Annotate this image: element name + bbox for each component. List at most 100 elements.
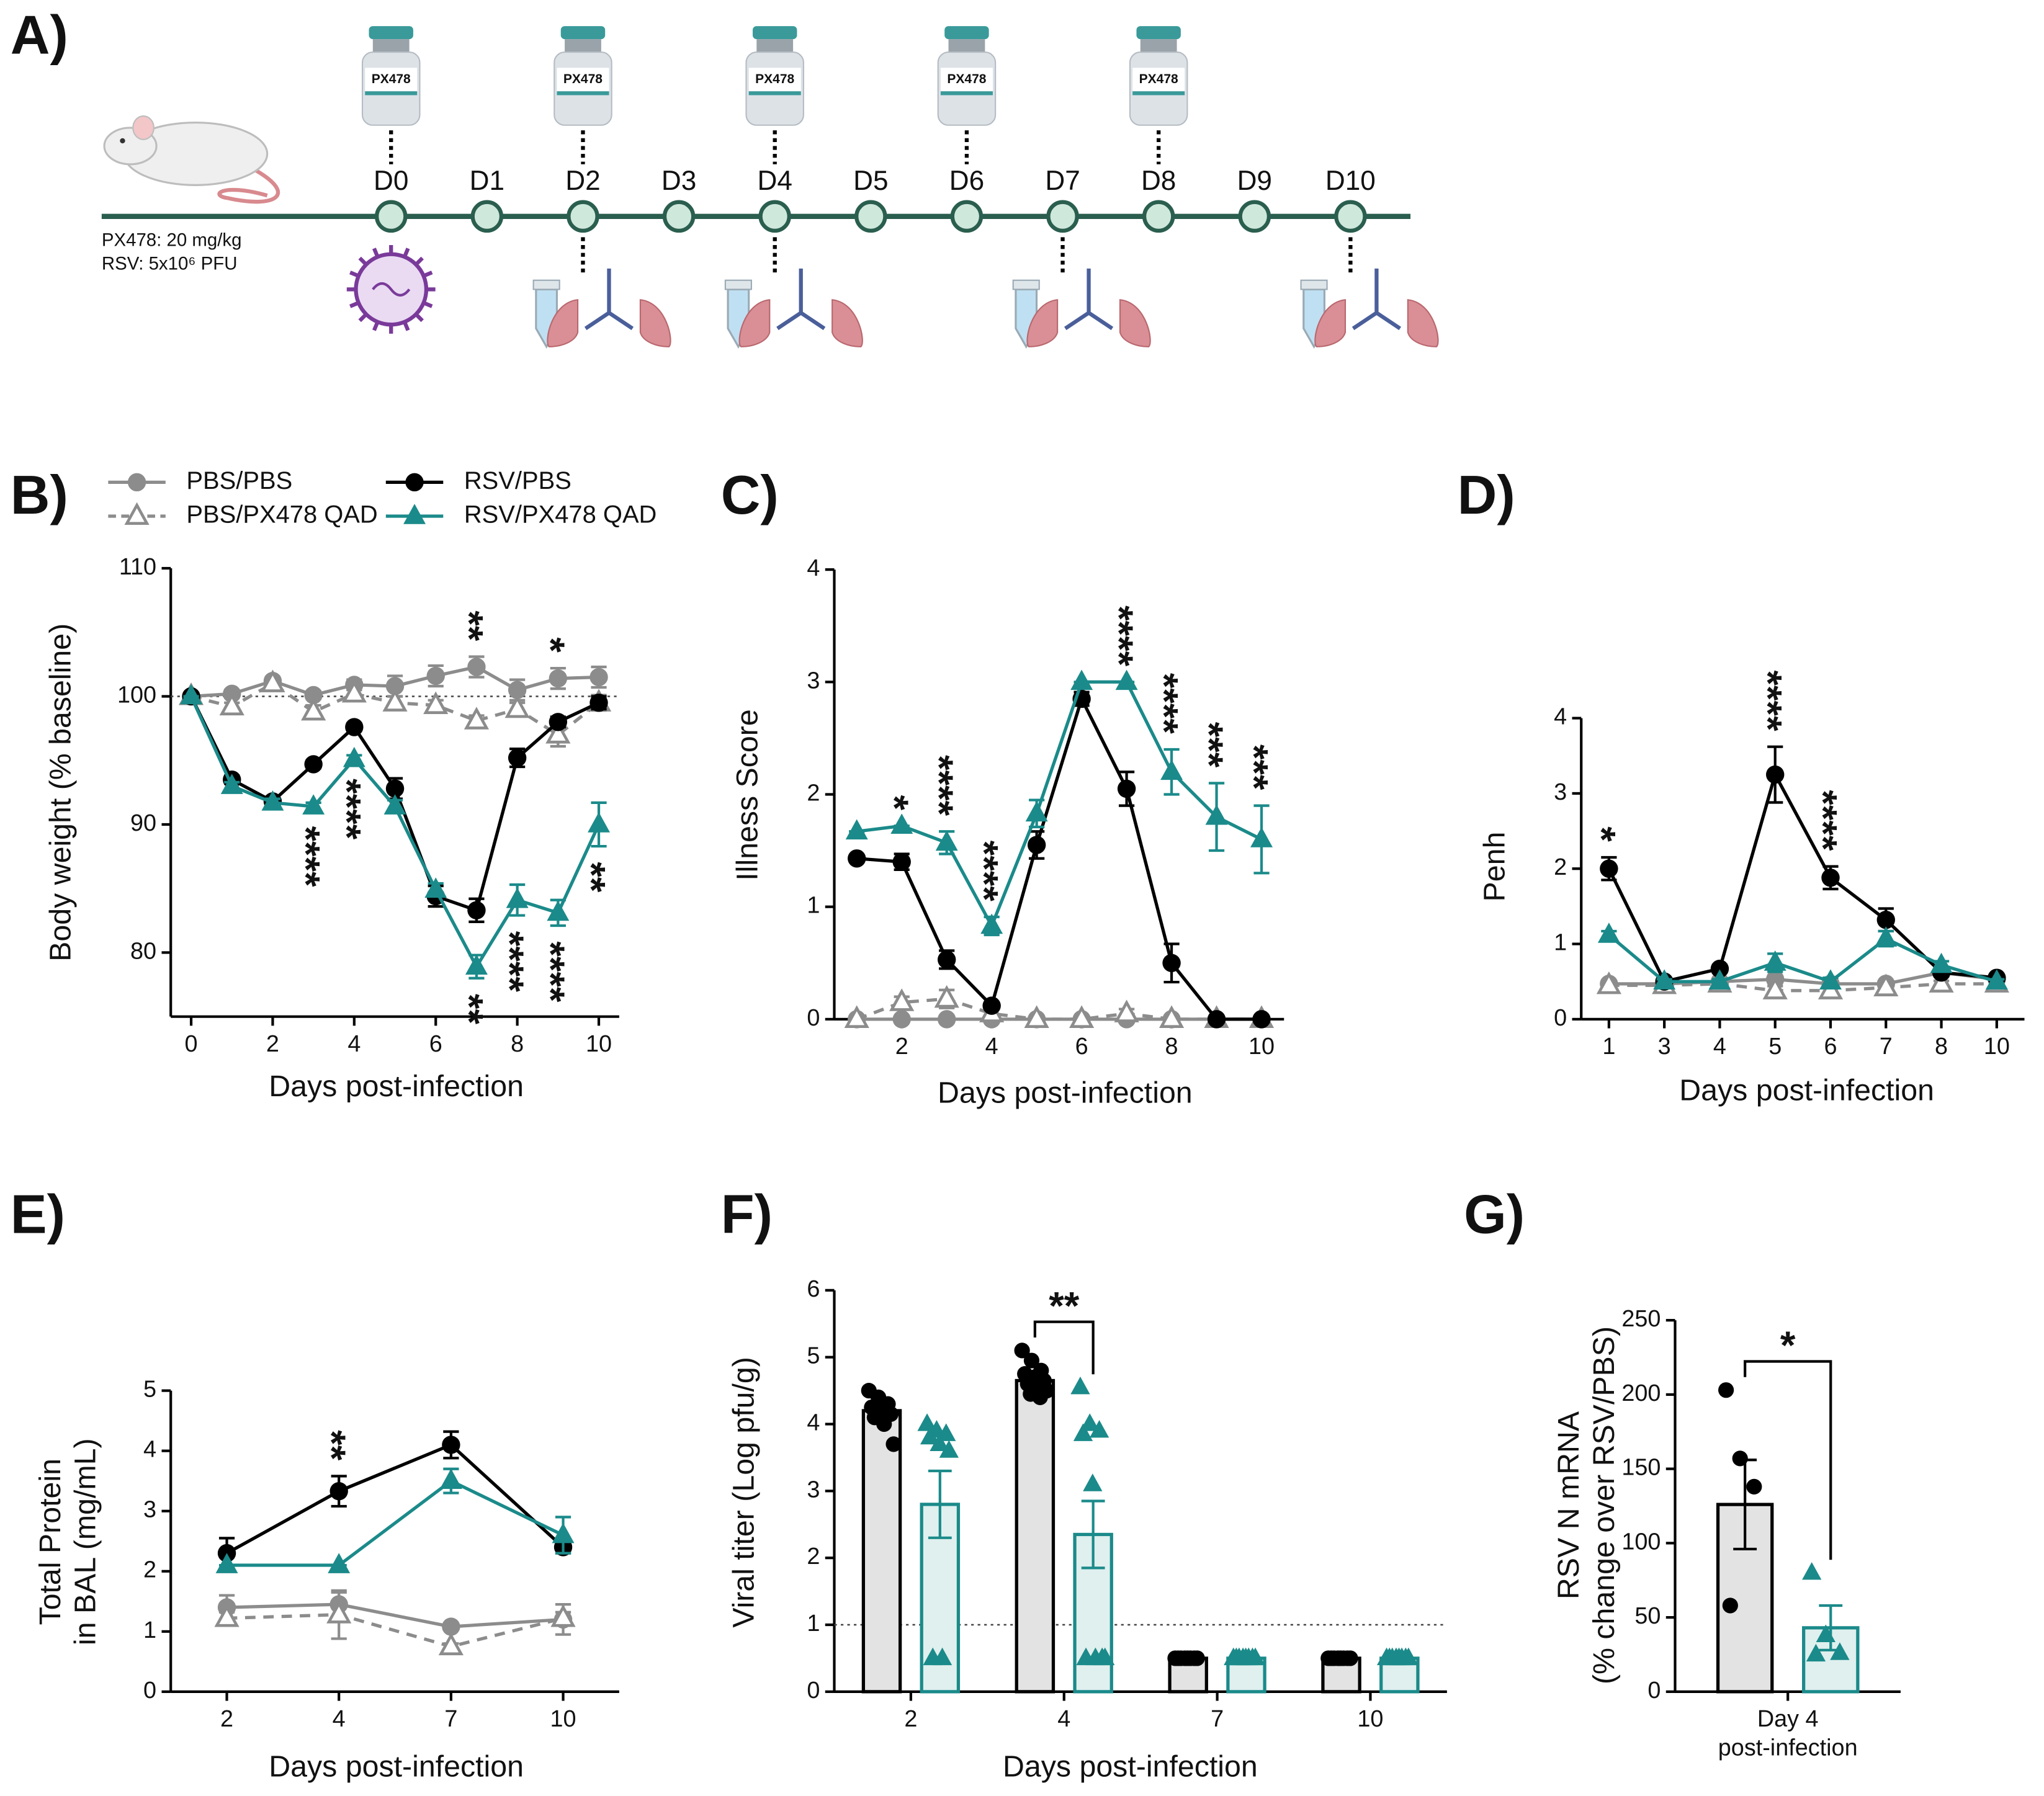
marker — [328, 1553, 351, 1573]
timeline-day — [1142, 200, 1175, 233]
marker — [1250, 827, 1273, 847]
x-tick-label: 10 — [1984, 1034, 2010, 1060]
marker — [1597, 923, 1620, 943]
marker — [1027, 836, 1046, 854]
significance: **** — [1801, 790, 1845, 851]
y-tick-label: 100 — [1621, 1529, 1661, 1555]
x-tick-label: 8 — [1165, 1034, 1178, 1060]
marker — [550, 1604, 576, 1627]
series-line — [189, 695, 601, 970]
timeline-day — [567, 200, 599, 233]
marker — [547, 900, 570, 921]
y-tick-label: 1 — [143, 1617, 156, 1643]
mouse-ear — [132, 115, 155, 140]
marker — [937, 950, 956, 969]
marker — [890, 813, 913, 834]
series-line — [1608, 982, 1997, 993]
legend-marker — [127, 473, 146, 492]
marker — [467, 658, 486, 676]
x-tick-label: 2 — [904, 1706, 917, 1732]
marker — [426, 666, 445, 686]
series-line — [1608, 970, 1997, 986]
significance: **** — [529, 941, 572, 1003]
lung-right — [1119, 299, 1151, 347]
marker — [1819, 969, 1842, 990]
x-tick-label: 4 — [347, 1031, 361, 1057]
marker — [1080, 1413, 1100, 1431]
marker — [1089, 1419, 1109, 1438]
vial-stripe — [748, 91, 801, 96]
vial-text: PX478 — [1139, 72, 1178, 86]
marker — [1160, 759, 1183, 780]
trachea — [776, 268, 826, 331]
x-tick-label: 7 — [444, 1706, 457, 1732]
marker — [1014, 1343, 1030, 1359]
tube-cap — [1012, 279, 1040, 290]
y-axis-label: Total Protein — [34, 1459, 67, 1625]
vial-neck — [372, 39, 410, 53]
significance: * — [1780, 1324, 1796, 1367]
x-tick-label: 2 — [895, 1034, 908, 1060]
significance: ** — [310, 1430, 353, 1461]
x-tick-label: 10 — [1248, 1034, 1275, 1060]
lung-right — [831, 299, 863, 347]
significance: **** — [325, 779, 368, 840]
marker — [920, 1426, 940, 1445]
marker — [1069, 1005, 1095, 1028]
bar — [861, 1409, 902, 1694]
y-tick-label: 200 — [1621, 1380, 1661, 1406]
y-tick-label: 4 — [143, 1437, 156, 1463]
marker — [1023, 1352, 1040, 1369]
x-tick-label: 4 — [1713, 1034, 1726, 1060]
series-line — [856, 997, 1262, 1021]
vial-text: PX478 — [372, 72, 411, 86]
series-line — [226, 1602, 563, 1628]
bar — [1015, 1378, 1056, 1694]
marker — [930, 1433, 949, 1451]
x-tick-label: 4 — [333, 1706, 346, 1732]
timeline-day-label: D6 — [949, 166, 984, 196]
bracket — [1744, 1360, 1832, 1560]
x-tick-label: 10 — [1357, 1706, 1383, 1732]
y-tick-label: 0 — [1647, 1678, 1661, 1704]
marker — [1162, 954, 1181, 972]
marker — [935, 830, 958, 851]
x-axis-label: Days post-infection — [269, 1070, 524, 1103]
legend-marker — [405, 473, 424, 492]
marker — [1930, 952, 1953, 973]
marker — [589, 668, 608, 687]
significance: **** — [1142, 673, 1186, 735]
panel-letter: A) — [11, 4, 68, 65]
marker — [1929, 970, 1954, 993]
significance: **** — [488, 931, 531, 993]
tube-cap — [724, 279, 752, 290]
y-tick-label: 100 — [117, 682, 156, 708]
timeline-day-label: D9 — [1237, 166, 1272, 196]
marker — [549, 713, 568, 731]
vial-stripe — [557, 91, 609, 96]
marker — [982, 996, 1001, 1015]
legend-label: PBS/PX478 QAD — [186, 501, 377, 529]
significance: **** — [917, 755, 961, 816]
marker — [504, 695, 530, 718]
lung-left — [1314, 299, 1347, 347]
x-tick-label: 1 — [1602, 1034, 1615, 1060]
marker — [219, 692, 244, 716]
marker — [1710, 959, 1729, 978]
marker — [1985, 969, 2008, 990]
marker — [1764, 950, 1786, 971]
marker — [892, 1010, 911, 1029]
marker — [304, 755, 323, 774]
x-tick-label: 5 — [1768, 1034, 1782, 1060]
marker — [1032, 1389, 1048, 1405]
vial-neck — [756, 39, 794, 53]
vial-label — [1132, 68, 1185, 94]
marker — [464, 707, 490, 730]
timeline-day-label: D3 — [661, 166, 696, 196]
marker — [326, 1601, 352, 1624]
y-tick-label: 80 — [130, 938, 156, 964]
marker — [885, 1436, 902, 1452]
marker — [442, 1617, 460, 1636]
marker — [1207, 1010, 1226, 1029]
